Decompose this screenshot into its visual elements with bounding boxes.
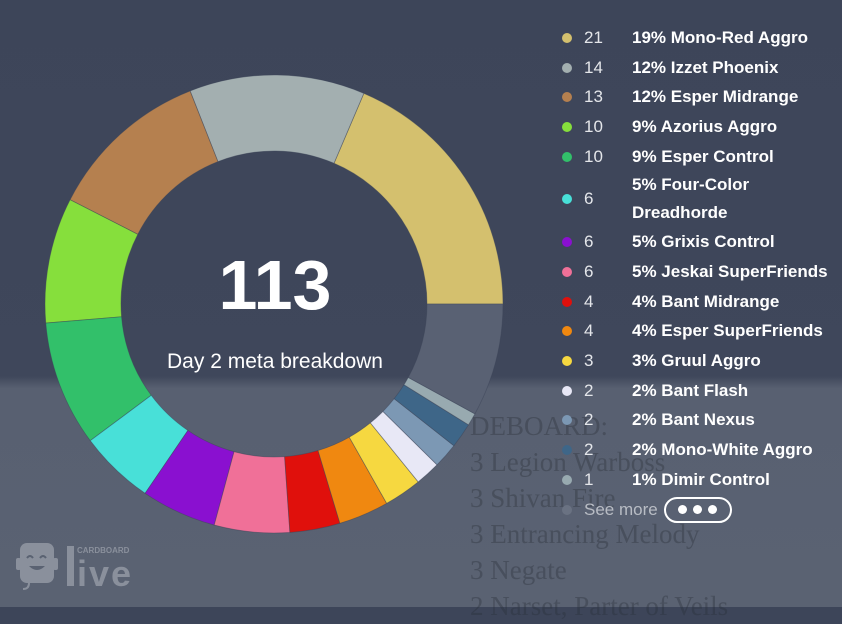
legend-color-dot — [562, 385, 572, 396]
donut-slice — [403, 376, 476, 426]
donut-slice — [393, 384, 470, 447]
donut-slice — [45, 316, 152, 442]
dot-icon — [678, 505, 688, 515]
legend-item: 3 3% Gruul Aggro — [558, 346, 842, 376]
legend-item: 21 19% Mono-Red Aggro — [558, 23, 842, 53]
legend-color-dot — [562, 326, 572, 337]
legend-color-dot — [562, 266, 572, 277]
legend-label: 5% Four-Color Dreadhorde — [632, 175, 750, 223]
dot-icon — [708, 505, 718, 515]
total-count: 113 — [218, 246, 332, 324]
svg-text:ive: ive — [77, 553, 131, 592]
see-more-label: See more — [584, 499, 658, 519]
legend-label: 5% Grixis Control — [632, 232, 775, 252]
legend-label: 19% Mono-Red Aggro — [632, 27, 808, 47]
legend-label: 2% Mono-White Aggro — [632, 440, 813, 460]
legend-count: 13 — [584, 87, 603, 107]
legend-count: 14 — [584, 57, 603, 77]
legend-count: 10 — [584, 116, 603, 136]
legend-label: 12% Esper Midrange — [632, 87, 799, 107]
legend-item: 2 2% Mono-White Aggro — [558, 435, 842, 465]
donut-slice — [189, 74, 365, 164]
chart-caption: Day 2 meta breakdown — [167, 350, 383, 373]
legend-color-dot — [562, 504, 572, 515]
see-more[interactable]: See more — [558, 495, 842, 525]
background-video-text: DEBOARD: 3 Legion Warboss 3 Shivan Fire 3 E… — [470, 411, 729, 621]
legend-count: 1 — [584, 469, 594, 489]
legend-item: 10 9% Azorius Aggro — [558, 112, 842, 142]
legend-color-dot — [562, 296, 572, 307]
legend-item: 6 5% Grixis Control — [558, 227, 842, 257]
donut-slice — [144, 429, 235, 526]
legend-label: 12% Izzet Phoenix — [632, 57, 779, 77]
donut-slice — [369, 410, 438, 483]
legend-count: 2 — [584, 380, 594, 400]
legend-color-dot — [562, 92, 572, 103]
donut-slice — [213, 451, 291, 534]
legend-color-dot — [562, 32, 572, 43]
dot-icon — [693, 505, 703, 515]
svg-text:CARDBOARD: CARDBOARD — [77, 546, 130, 555]
legend-label: 2% Bant Flash — [632, 380, 749, 400]
legend-item: 4 4% Esper SuperFriends — [558, 317, 842, 347]
legend-color-dot — [562, 237, 572, 248]
legend-item: 1 1% Dimir Control — [558, 465, 842, 495]
cardboard-live-logo: CARDBOARD ive — [15, 540, 135, 597]
legend-item: 14 12% Izzet Phoenix — [558, 53, 842, 83]
see-more-button[interactable] — [663, 496, 732, 523]
legend-item: 13 12% Esper Midrange — [558, 82, 842, 112]
legend-label: 4% Esper SuperFriends — [632, 321, 823, 341]
legend-label: 9% Esper Control — [632, 146, 774, 166]
legend-count: 2 — [584, 440, 594, 460]
legend-color-dot — [562, 151, 572, 162]
donut-chart — [44, 74, 504, 534]
donut-slice — [317, 436, 388, 524]
legend-label: 5% Jeskai SuperFriends — [632, 261, 828, 281]
legend-color-dot — [562, 415, 572, 426]
legend-count: 6 — [584, 232, 594, 252]
legend-label: 4% Bant Midrange — [632, 291, 780, 311]
legend-color-dot — [562, 474, 572, 485]
legend-color-dot — [562, 121, 572, 132]
legend-color-dot — [562, 62, 572, 73]
donut-slice — [348, 422, 419, 504]
donut-slice-other — [407, 303, 504, 415]
legend-item: 10 9% Esper Control — [558, 142, 842, 172]
donut-slice — [284, 450, 341, 533]
legend-count: 10 — [584, 146, 603, 166]
legend-label: 3% Gruul Aggro — [632, 351, 761, 371]
legend-count: 6 — [584, 261, 594, 281]
donut-slice — [44, 199, 139, 324]
legend-count: 6 — [584, 189, 594, 209]
legend-label: 1% Dimir Control — [632, 469, 770, 489]
legend-count: 21 — [584, 27, 603, 47]
legend-count: 3 — [584, 351, 594, 371]
legend-label: 2% Bant Nexus — [632, 410, 755, 430]
legend-label: 9% Azorius Aggro — [632, 116, 778, 136]
legend-count: 4 — [584, 291, 594, 311]
donut-slice — [89, 394, 189, 494]
legend-item: 2 2% Bant Flash — [558, 376, 842, 406]
legend-item: 4 4% Bant Midrange — [558, 287, 842, 317]
legend-color-dot — [562, 194, 572, 205]
legend-count: 2 — [584, 410, 594, 430]
donut-slice — [382, 398, 455, 466]
legend: 21 19% Mono-Red Aggro 14 12% Izzet Phoenix 1… — [558, 23, 842, 525]
legend-count: 4 — [584, 321, 594, 341]
legend-item: 2 2% Bant Nexus — [558, 406, 842, 436]
legend-item: 6 5% Four-Color Dreadhorde — [558, 171, 842, 227]
legend-color-dot — [562, 445, 572, 456]
legend-item: 6 5% Jeskai SuperFriends — [558, 257, 842, 287]
donut-slice — [69, 90, 219, 235]
legend-color-dot — [562, 356, 572, 367]
